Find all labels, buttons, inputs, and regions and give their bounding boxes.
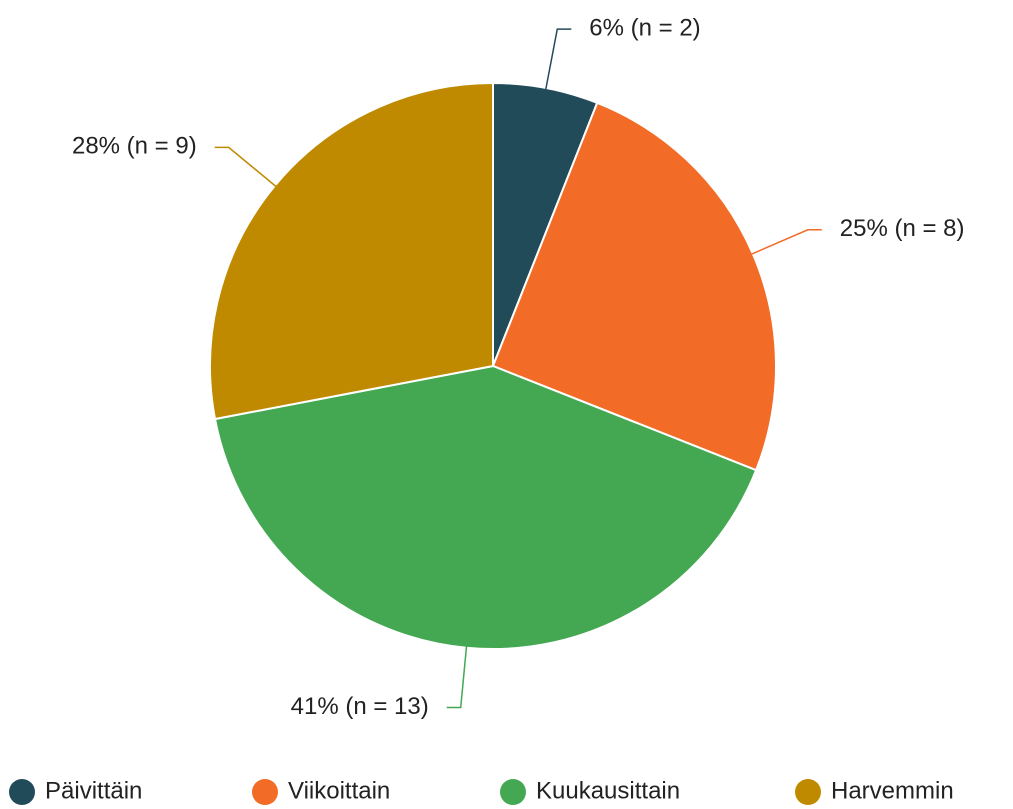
data-label: 41% (n = 13) bbox=[291, 693, 429, 720]
legend-label: Viikoittain bbox=[288, 777, 390, 804]
leader-line bbox=[446, 645, 468, 709]
data-label: 25% (n = 8) bbox=[840, 215, 965, 242]
legend-label: Kuukausittain bbox=[536, 777, 680, 804]
legend-swatch bbox=[500, 779, 526, 805]
leader-line bbox=[214, 146, 277, 188]
leader-line bbox=[544, 28, 572, 91]
legend-label: Harvemmin bbox=[831, 777, 954, 804]
legend-swatch bbox=[795, 779, 821, 805]
legend-label: Päivittäin bbox=[45, 777, 142, 804]
data-label: 6% (n = 2) bbox=[589, 14, 700, 41]
leader-line bbox=[750, 229, 822, 256]
legend-swatch bbox=[252, 779, 278, 805]
legend-swatch bbox=[9, 779, 35, 805]
data-label: 28% (n = 9) bbox=[72, 133, 197, 160]
pie-slice bbox=[209, 81, 494, 421]
